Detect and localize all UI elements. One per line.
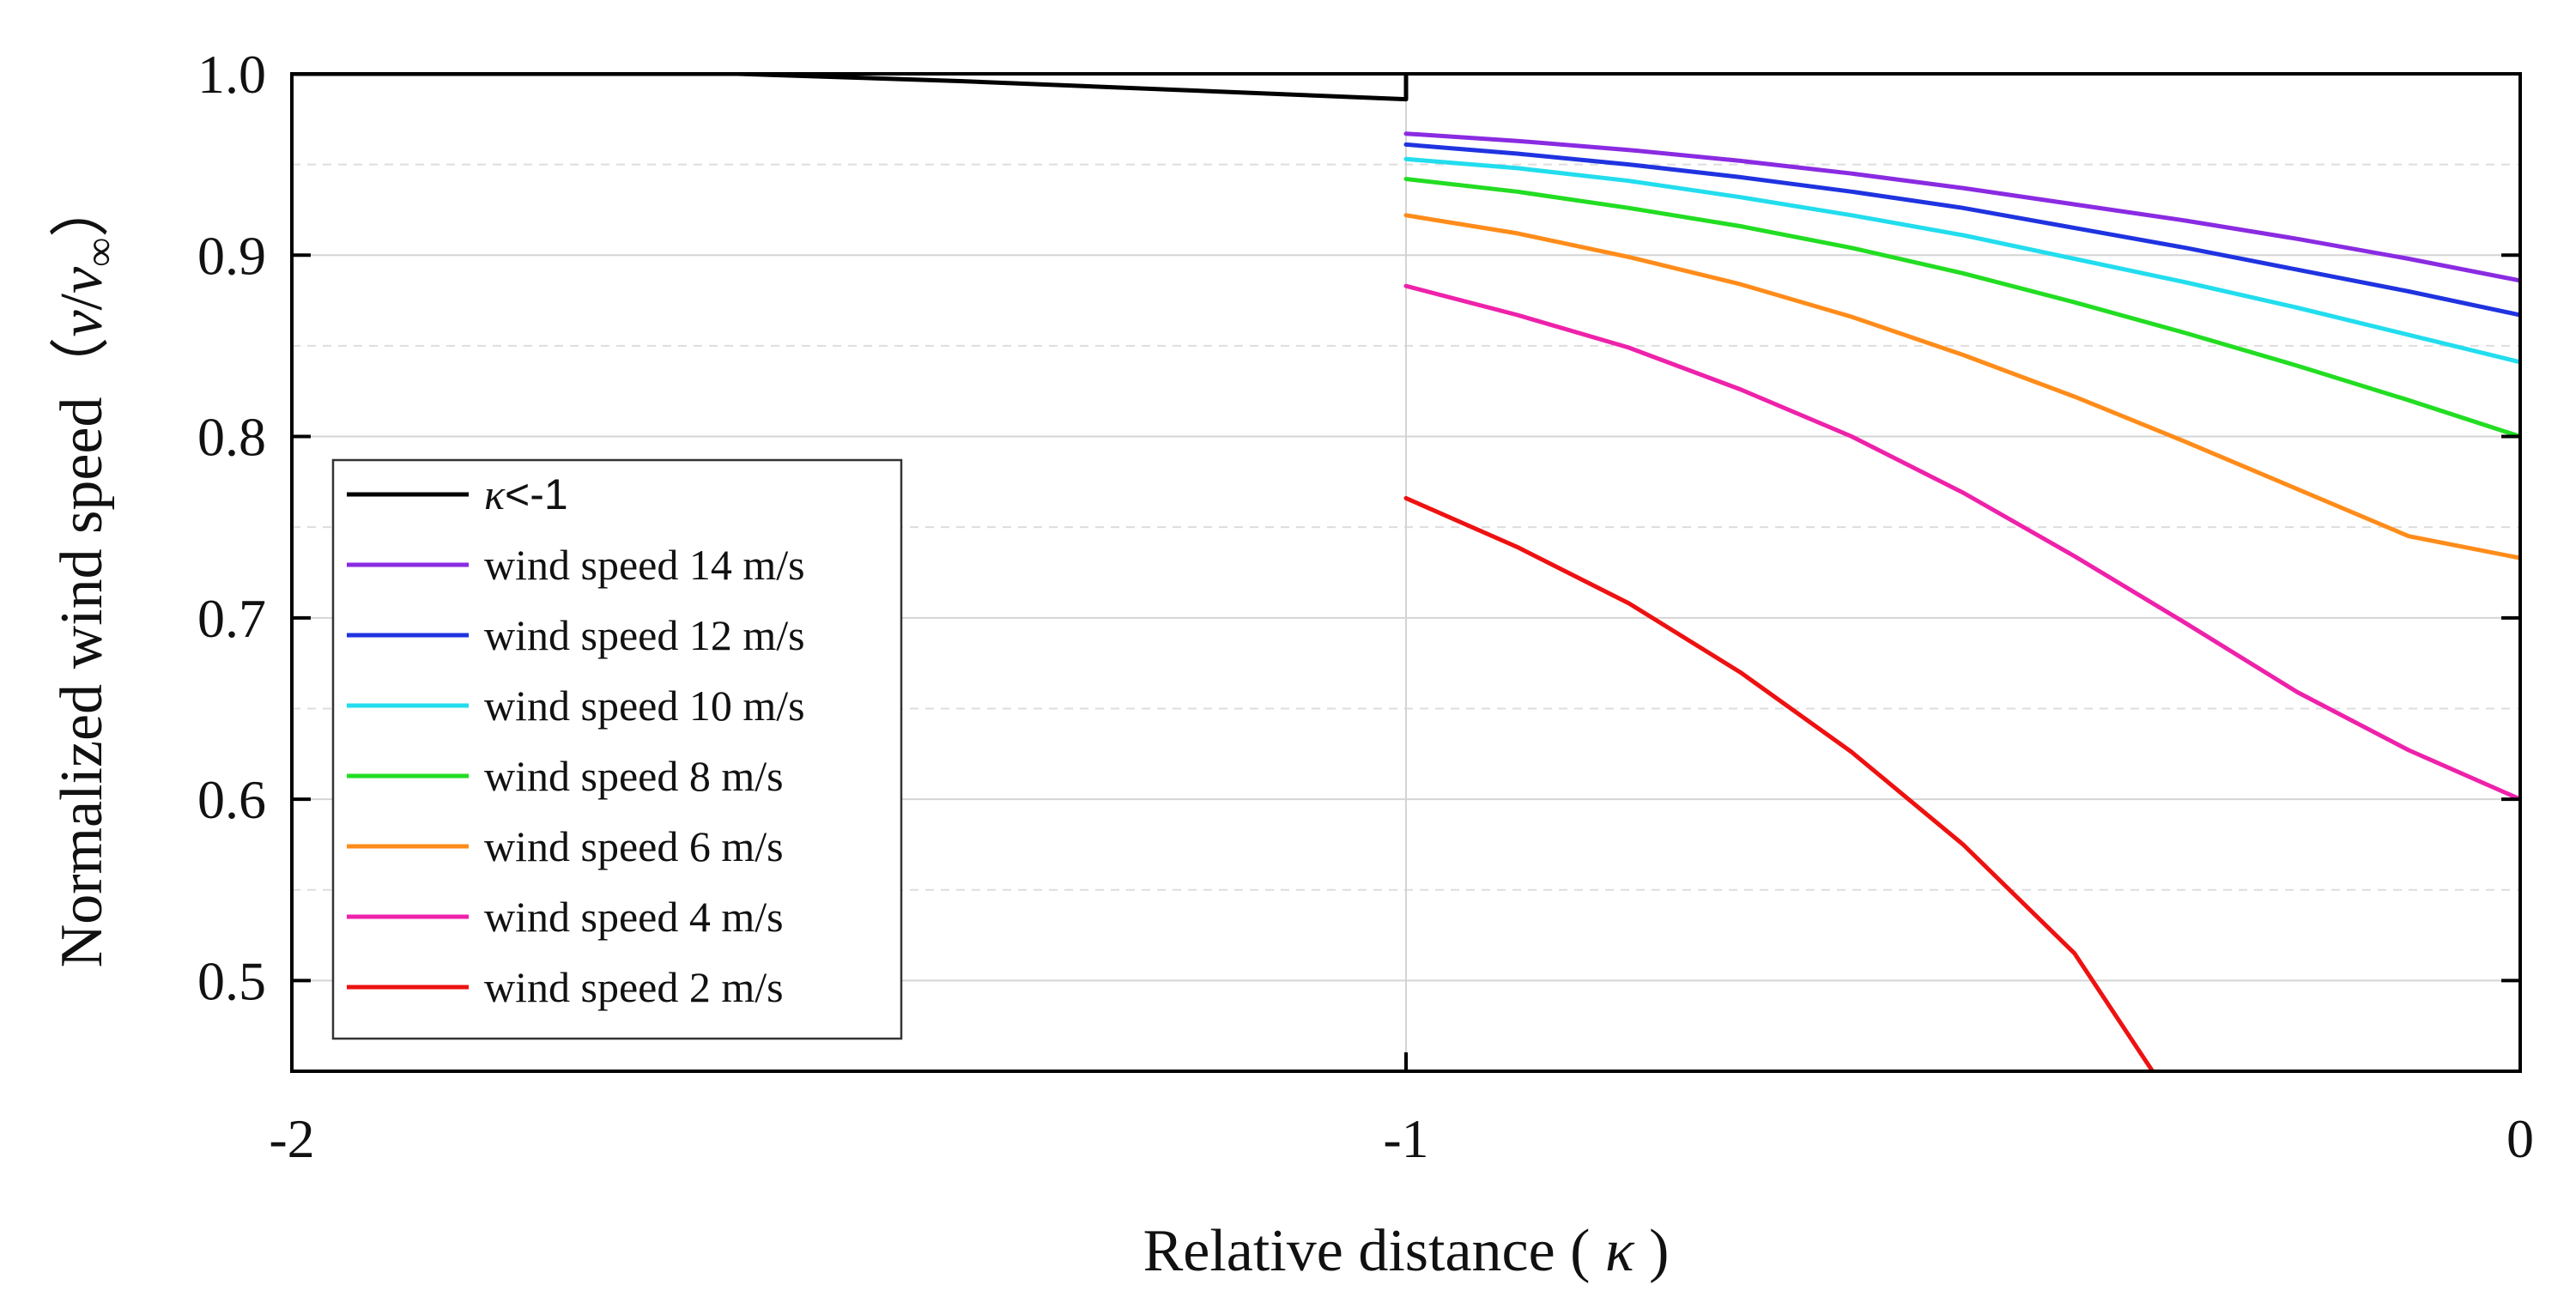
x-tick-label: 0 bbox=[2506, 1108, 2534, 1169]
x-tick-label: -2 bbox=[269, 1108, 314, 1169]
legend-box bbox=[331, 458, 903, 1040]
y-tick-label: 0.9 bbox=[197, 225, 266, 286]
y-tick-label: 1.0 bbox=[197, 44, 266, 105]
axis-ticks: 0.5 0.6 0.7 0.8 0.9 1.0 -2 -1 0 bbox=[197, 44, 2534, 1169]
y-tick-label: 0.5 bbox=[197, 950, 266, 1011]
legend-label-ws-14: wind speed 14 m/s bbox=[484, 541, 805, 589]
legend-label-ws-12: wind speed 12 m/s bbox=[484, 611, 805, 659]
legend-kappa-symbol: κ bbox=[484, 470, 506, 518]
legend-label-ws-6: wind speed 6 m/s bbox=[484, 822, 784, 870]
legend-label-ws-8: wind speed 8 m/s bbox=[484, 752, 784, 800]
x-axis-label: Relative distance ( κ ) bbox=[1143, 1218, 1670, 1284]
series-line-k-lt-neg1 bbox=[292, 74, 1409, 102]
series-line-ws-12 bbox=[1403, 142, 2520, 318]
y-tick-label: 0.8 bbox=[197, 407, 266, 468]
legend: κ<-1 wind speed 14 m/s wind speed 12 m/s wi… bbox=[331, 458, 903, 1040]
series-line-ws-2 bbox=[1403, 495, 2155, 1071]
series-line-ws-10 bbox=[1403, 156, 2520, 365]
legend-label-k-lt-neg1: κ<-1 bbox=[484, 470, 568, 518]
y-tick-label: 0.6 bbox=[197, 769, 266, 830]
legend-label-ws-10: wind speed 10 m/s bbox=[484, 682, 805, 730]
legend-label-ws-2: wind speed 2 m/s bbox=[484, 963, 784, 1011]
series-line-ws-6 bbox=[1403, 213, 2520, 561]
y-tick-label: 0.7 bbox=[197, 588, 266, 649]
legend-label-ws-4: wind speed 4 m/s bbox=[484, 893, 784, 941]
y-axis-label: Normalized wind speed（v/v∞） bbox=[49, 178, 123, 968]
x-tick-label: -1 bbox=[1383, 1108, 1428, 1169]
series-line-ws-4 bbox=[1403, 283, 2520, 802]
series-line-ws-14 bbox=[1403, 131, 2520, 283]
legend-kappa-relation: <-1 bbox=[505, 470, 568, 518]
series-lines bbox=[292, 74, 2520, 1071]
series-line-ws-8 bbox=[1403, 177, 2520, 439]
